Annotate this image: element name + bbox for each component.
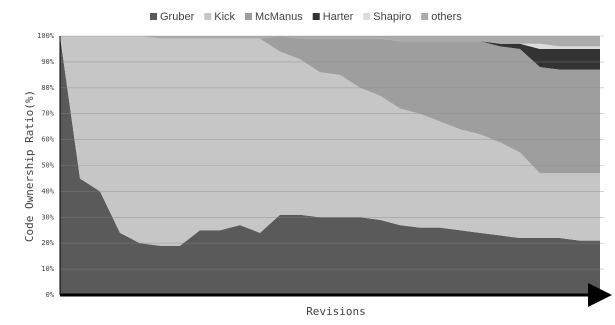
- y-tick-label: 10%: [41, 265, 54, 273]
- legend-swatch: [363, 13, 371, 20]
- legend-swatch: [421, 13, 429, 20]
- y-tick-label: 90%: [41, 58, 54, 66]
- legend-swatch: [312, 13, 320, 20]
- legend-label: Gruber: [160, 11, 195, 23]
- legend-label: Shapiro: [373, 11, 411, 23]
- legend-label: Harter: [323, 11, 354, 23]
- y-axis-label: Code Ownership Ratio(%): [23, 90, 36, 242]
- y-tick-label: 30%: [41, 213, 54, 221]
- legend-swatch: [150, 13, 157, 20]
- y-tick-label: 70%: [41, 110, 54, 118]
- area: [60, 36, 600, 47]
- area: [60, 36, 600, 70]
- y-tick-label: 100%: [37, 32, 55, 40]
- y-tick-label: 60%: [41, 136, 54, 144]
- area: [60, 36, 600, 246]
- area: [60, 36, 600, 174]
- y-tick-label: 50%: [41, 162, 54, 170]
- x-axis-label: Revisions: [306, 305, 366, 318]
- legend-swatch: [245, 13, 253, 20]
- legend-label: others: [431, 11, 462, 23]
- y-tick-label: 40%: [41, 187, 54, 195]
- legend-swatch: [204, 13, 212, 20]
- y-tick-label: 20%: [41, 239, 54, 247]
- legend-label: Kick: [214, 11, 235, 23]
- y-tick-label: 0%: [46, 291, 55, 299]
- area: [60, 36, 600, 49]
- legend-label: McManus: [255, 11, 303, 23]
- y-tick-label: 80%: [41, 84, 54, 92]
